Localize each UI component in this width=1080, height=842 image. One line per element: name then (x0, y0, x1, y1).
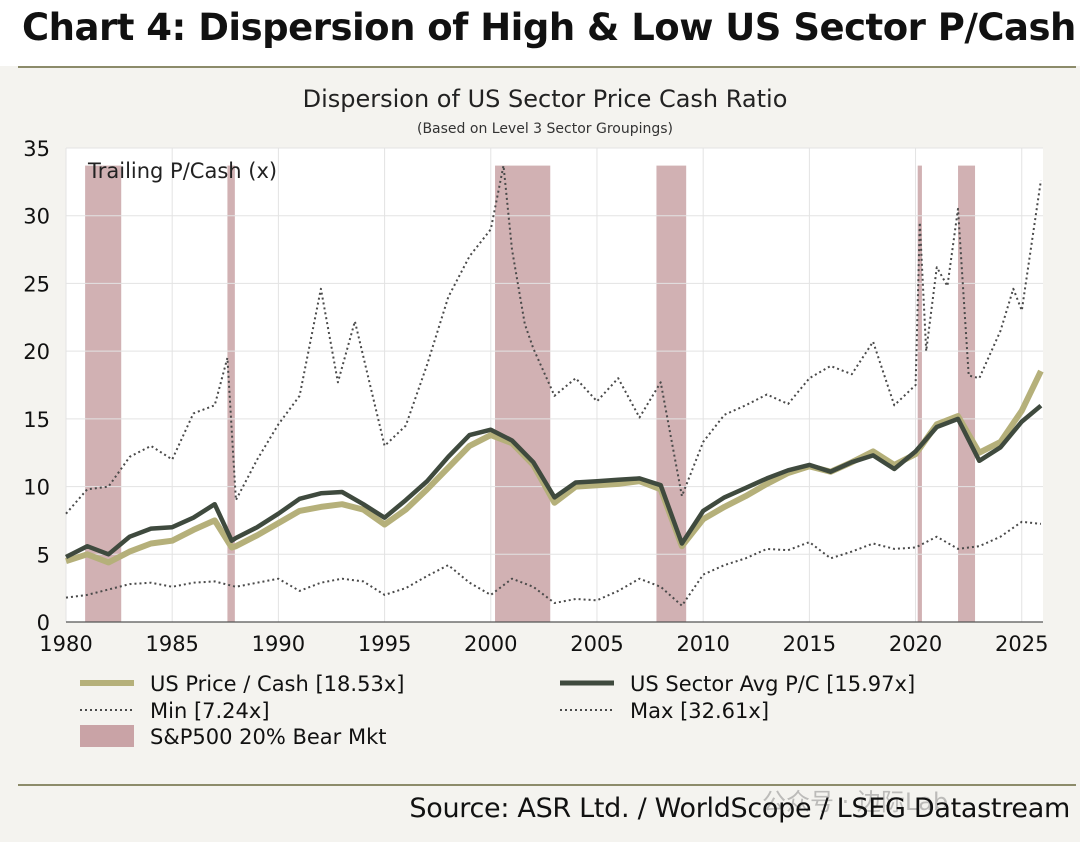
bear-market-band (958, 165, 976, 622)
y-tick-label: 15 (23, 408, 50, 432)
legend-swatch-bear (80, 725, 134, 747)
bear-market-band (917, 165, 922, 622)
y-tick-label: 20 (23, 340, 50, 364)
series-line-sector-avg (64, 403, 1043, 560)
legend-label: Min [7.24x] (150, 699, 270, 723)
y-tick-label: 5 (37, 543, 50, 567)
x-tick-label: 2025 (995, 632, 1048, 656)
legend-label: US Price / Cash [18.53x] (150, 672, 404, 696)
legend-label: US Sector Avg P/C [15.97x] (630, 672, 915, 696)
bottom-rule (18, 784, 1076, 786)
series-line-min (65, 520, 1042, 607)
y-tick-label: 30 (23, 205, 50, 229)
y-tick-label: 35 (23, 137, 50, 161)
y-tick-label: 25 (23, 272, 50, 296)
x-tick-label: 2005 (570, 632, 623, 656)
x-tick-label: 2020 (889, 632, 942, 656)
source-note: Source: ASR Ltd. / WorldScope / LSEG Dat… (409, 793, 1070, 824)
y-tick-label: 10 (23, 476, 50, 500)
x-tick-label: 2015 (783, 632, 836, 656)
legend-label: Max [32.61x] (630, 699, 769, 723)
x-tick-label: 2010 (676, 632, 729, 656)
bear-market-band (227, 165, 235, 622)
x-tick-label: 1980 (39, 632, 92, 656)
page-title: Chart 4: Dispersion of High & Low US Sec… (22, 6, 1076, 49)
x-tick-label: 2000 (464, 632, 517, 656)
plot-background (66, 148, 1043, 622)
x-tick-label: 1985 (145, 632, 198, 656)
chart-subtitle: (Based on Level 3 Sector Groupings) (417, 121, 673, 137)
chart-area: Dispersion of US Sector Price Cash Ratio… (23, 85, 1048, 749)
y-tick-label: 0 (37, 611, 50, 635)
y-axis-label: Trailing P/Cash (x) (87, 159, 277, 183)
legend-label: S&P500 20% Bear Mkt (150, 725, 387, 749)
x-tick-label: 1990 (252, 632, 305, 656)
header-bar: Chart 4: Dispersion of High & Low US Sec… (0, 0, 1080, 66)
bear-market-band (495, 165, 551, 622)
top-rule (18, 66, 1076, 68)
chart-title: Dispersion of US Sector Price Cash Ratio (303, 85, 788, 113)
x-tick-label: 1995 (358, 632, 411, 656)
bear-market-band (656, 165, 687, 622)
watermark-text: 公众号 · 边际Lab (762, 788, 949, 816)
